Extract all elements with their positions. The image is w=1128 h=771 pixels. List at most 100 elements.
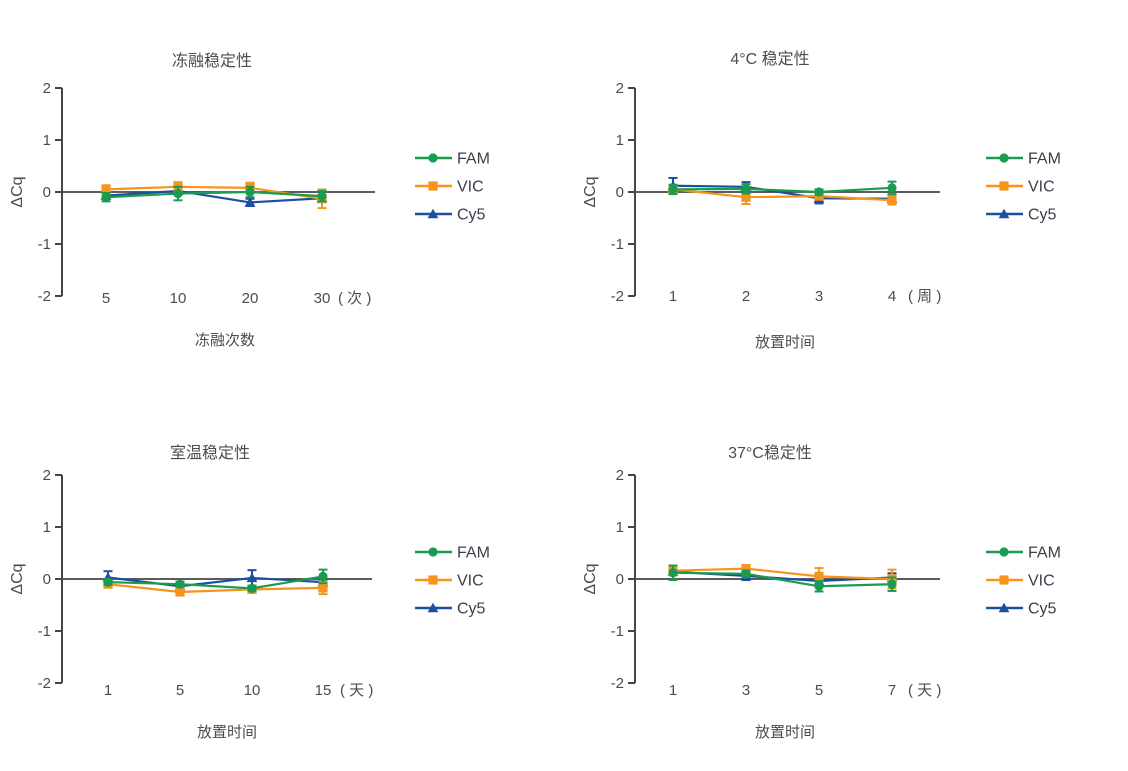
x-axis-label: 放置时间 xyxy=(755,334,815,351)
fam-circle-marker xyxy=(999,547,1009,557)
vic-square-marker xyxy=(741,192,751,202)
y-tick-label: -1 xyxy=(38,623,51,640)
x-tick-label: 20 xyxy=(242,290,259,307)
series-vic xyxy=(668,184,897,206)
x-tick-label: 10 xyxy=(244,682,261,699)
fam-circle-marker xyxy=(887,579,897,589)
y-tick-label: -1 xyxy=(611,623,624,640)
legend-label: VIC xyxy=(457,573,484,590)
fam-circle-marker xyxy=(317,191,327,201)
cy5-triangle-marker xyxy=(998,208,1010,219)
x-tick-label: 30 xyxy=(314,290,331,307)
series-line xyxy=(107,576,324,588)
x-tick-label: 1 xyxy=(669,682,677,699)
legend-item-fam: FAM xyxy=(415,151,490,168)
legend-item-fam: FAM xyxy=(986,151,1061,168)
legend-item-cy5: Cy5 xyxy=(986,207,1057,224)
series-line xyxy=(672,188,893,202)
legend-item-cy5: Cy5 xyxy=(986,601,1057,618)
y-tick-label: -2 xyxy=(611,288,624,305)
legend-label: FAM xyxy=(1028,151,1061,168)
fam-circle-marker xyxy=(428,153,438,163)
y-tick-label: -2 xyxy=(611,675,624,692)
cy5-triangle-marker xyxy=(244,197,256,207)
fam-circle-marker xyxy=(247,583,257,593)
fam-circle-marker xyxy=(318,571,328,582)
legend-label: Cy5 xyxy=(1028,207,1057,224)
y-axis-label: ΔCq xyxy=(9,563,26,594)
chart-4c-stability: 4°C 稳定性 2 1 0 -1 -2 ΔCq 1 2 3 4 ( 周 ) 放置时间 FAM VIC Cy5 xyxy=(582,50,1061,351)
series-line xyxy=(672,186,893,194)
y-tick-label: 0 xyxy=(616,571,624,588)
x-tick-label: 5 xyxy=(102,290,110,307)
legend: FAM VIC Cy5 xyxy=(415,151,490,224)
cy5-triangle-marker xyxy=(427,602,439,613)
legend-label: FAM xyxy=(457,545,490,562)
y-tick-label: 2 xyxy=(43,80,51,97)
cy5-triangle-marker xyxy=(246,572,258,583)
series-fam xyxy=(103,568,328,593)
x-tick-label: 1 xyxy=(669,288,677,305)
x-unit-label: ( 天 ) xyxy=(908,682,941,699)
legend-label: Cy5 xyxy=(457,601,486,618)
y-tick-label: 1 xyxy=(616,519,624,536)
fam-circle-marker xyxy=(103,577,113,587)
y-axis-label: ΔCq xyxy=(582,563,599,594)
fam-circle-marker xyxy=(428,547,438,557)
chart-title: 4°C 稳定性 xyxy=(730,50,809,68)
legend-item-vic: VIC xyxy=(986,179,1055,196)
vic-square-marker xyxy=(741,564,751,574)
y-tick-label: 2 xyxy=(616,80,624,97)
legend-label: VIC xyxy=(1028,573,1055,590)
series-fam xyxy=(668,180,897,197)
vic-square-marker xyxy=(428,575,438,585)
legend-item-cy5: Cy5 xyxy=(415,601,486,618)
legend-label: FAM xyxy=(457,151,490,168)
y-tick-label: 1 xyxy=(43,519,51,536)
chart-37c-stability: 37°C稳定性 2 1 0 -1 -2 ΔCq 1 3 5 7 ( 天 ) 放置时间 FAM VIC Cy5 xyxy=(582,444,1061,741)
vic-square-marker xyxy=(175,587,185,597)
x-tick-label: 5 xyxy=(176,682,184,699)
cy5-triangle-marker xyxy=(427,208,439,219)
legend: FAM VIC Cy5 xyxy=(986,151,1061,224)
series-fam xyxy=(101,185,327,203)
cy5-triangle-marker xyxy=(998,602,1010,613)
fam-circle-marker xyxy=(173,188,183,199)
x-unit-label: ( 次 ) xyxy=(338,290,371,307)
legend: FAM VIC Cy5 xyxy=(415,545,490,618)
chart-title: 冻融稳定性 xyxy=(172,52,252,70)
y-tick-label: -1 xyxy=(611,236,624,253)
fam-circle-marker xyxy=(887,183,897,193)
fam-circle-marker xyxy=(245,187,255,197)
chart-title: 室温稳定性 xyxy=(170,444,250,462)
y-tick-label: 1 xyxy=(616,132,624,149)
x-tick-label: 15 xyxy=(315,682,332,699)
x-tick-label: 1 xyxy=(104,682,112,699)
y-tick-label: -2 xyxy=(38,288,51,305)
legend-item-vic: VIC xyxy=(415,179,484,196)
fam-circle-marker xyxy=(741,569,751,579)
series-fam xyxy=(668,564,897,593)
legend-item-cy5: Cy5 xyxy=(415,207,486,224)
x-axis-label: 冻融次数 xyxy=(195,331,255,349)
fam-circle-marker xyxy=(814,187,824,197)
x-tick-label: 2 xyxy=(742,288,750,305)
x-tick-label: 3 xyxy=(815,288,823,305)
fam-circle-marker xyxy=(175,579,185,589)
y-tick-label: 0 xyxy=(616,184,624,201)
fam-circle-marker xyxy=(101,192,111,202)
legend-label: VIC xyxy=(1028,179,1055,196)
fam-circle-marker xyxy=(999,153,1009,163)
fam-circle-marker xyxy=(741,184,751,194)
series-line xyxy=(107,583,324,594)
fam-circle-marker xyxy=(668,568,678,578)
y-tick-label: 2 xyxy=(616,467,624,484)
series-line xyxy=(107,575,324,590)
legend-item-fam: FAM xyxy=(415,545,490,562)
series-line xyxy=(105,189,323,204)
legend-label: Cy5 xyxy=(1028,601,1057,618)
x-tick-label: 3 xyxy=(742,682,750,699)
